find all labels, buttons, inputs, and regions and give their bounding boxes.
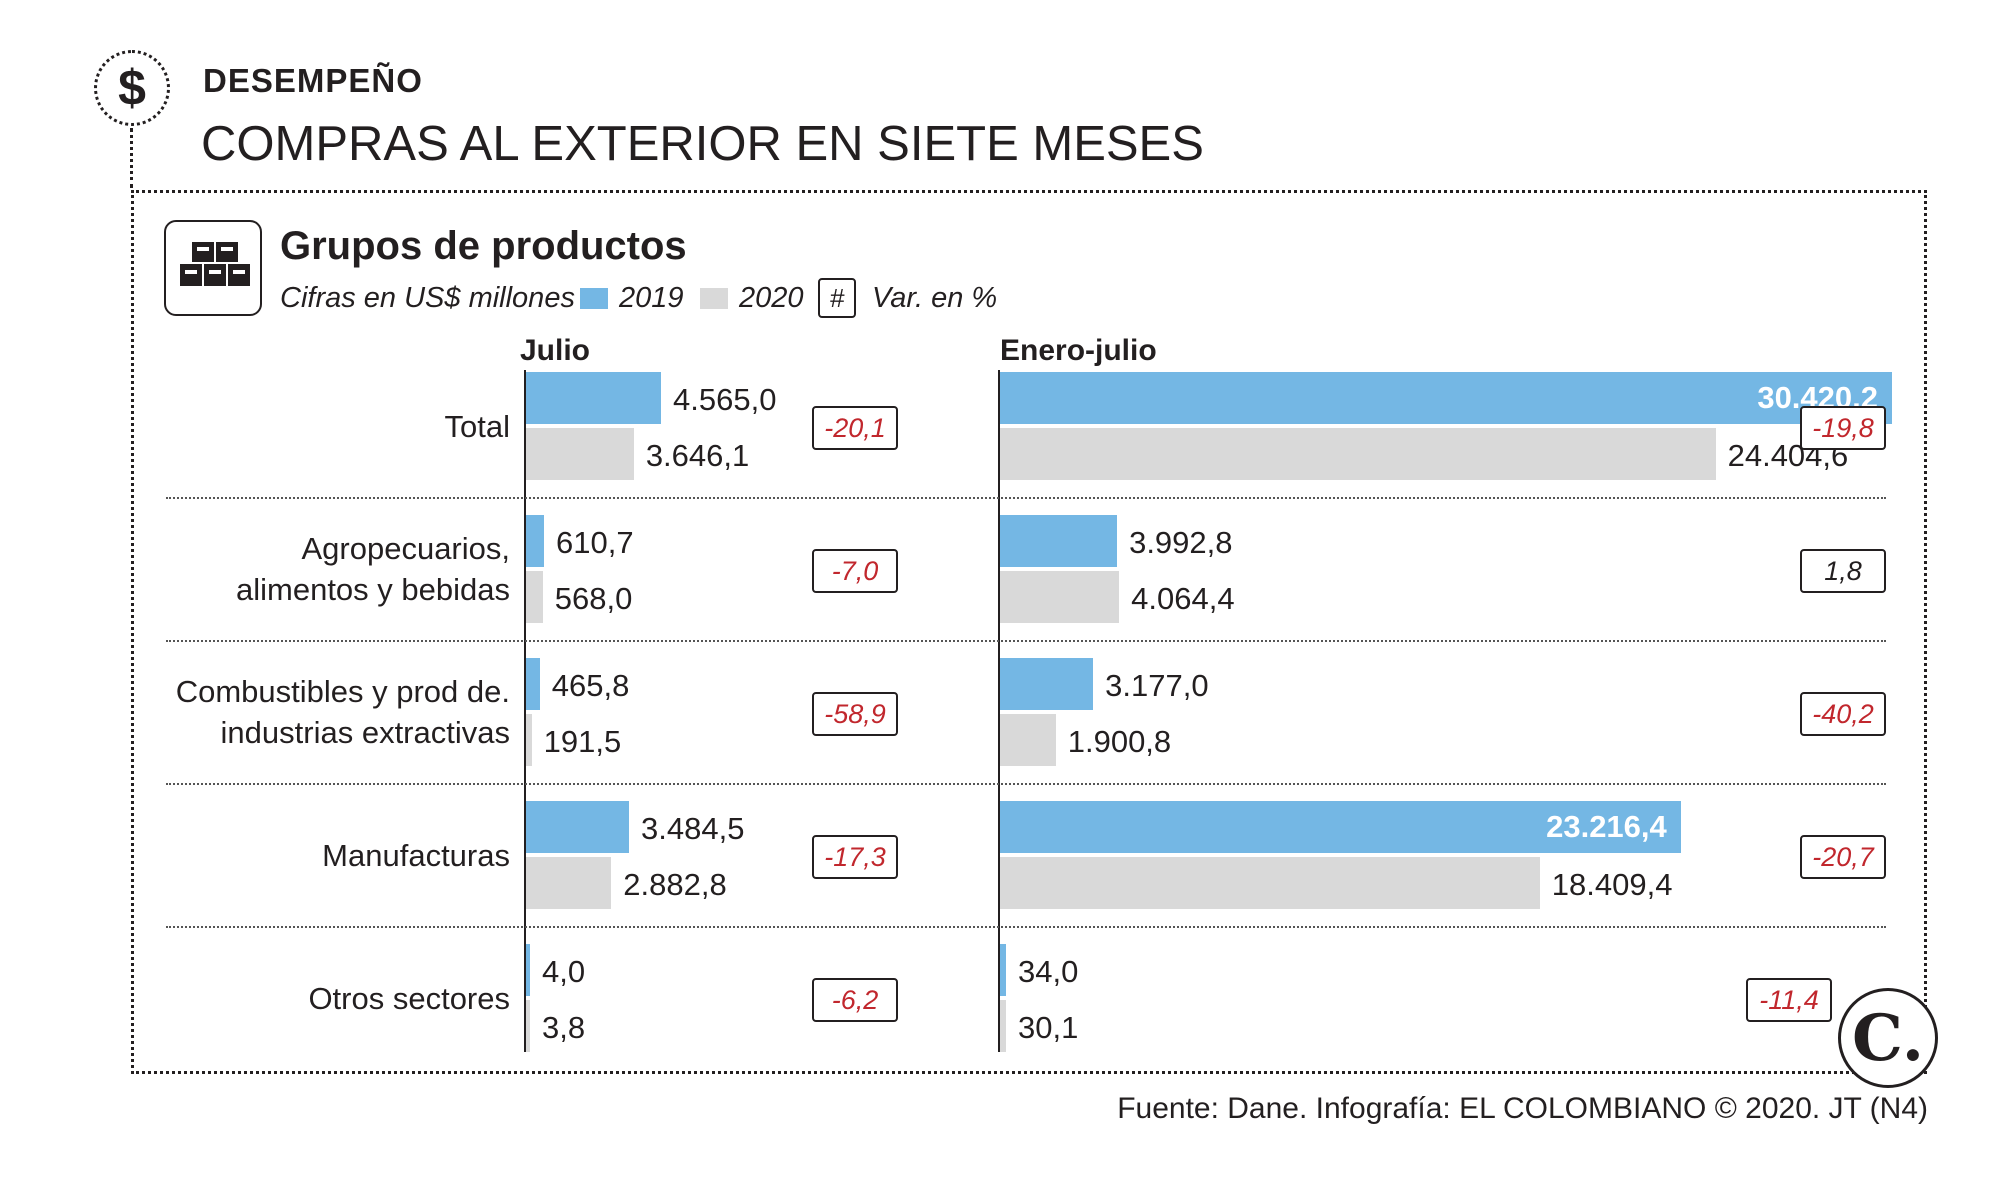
category-label: Total	[444, 408, 510, 444]
legend-label-2019: 2019	[619, 282, 684, 314]
value-label: 465,8	[551, 668, 630, 703]
bar-2020	[1000, 714, 1056, 766]
legend-swatch-2020	[700, 288, 728, 309]
chart-title: Grupos de productos	[280, 224, 687, 268]
value-label: 191,5	[543, 724, 622, 759]
bar-2019	[526, 515, 545, 567]
row-separator	[166, 926, 1886, 928]
bar-2020	[526, 857, 612, 909]
value-label: 3,8	[542, 1010, 586, 1045]
source-credit: Fuente: Dane. Infografía: EL COLOMBIANO …	[1117, 1092, 1928, 1125]
variation-box: -58,9	[812, 692, 898, 736]
axis-line-enero-julio	[998, 370, 1000, 1052]
bar-2019	[526, 801, 630, 853]
legend-label-2020: 2020	[739, 282, 804, 314]
value-label: 610,7	[556, 525, 634, 560]
value-label: 1.900,8	[1067, 724, 1172, 759]
variation-box: 1,8	[1800, 549, 1886, 593]
chart-frame	[131, 190, 1927, 1074]
value-label: 4.565,0	[673, 382, 777, 417]
variation-symbol-box: #	[818, 278, 856, 318]
dollar-icon: $	[94, 50, 170, 126]
legend-swatch-2019	[580, 288, 608, 309]
bar-2020	[526, 428, 634, 480]
bar-2020	[526, 1000, 530, 1052]
category-label: Combustibles y prod de.	[175, 674, 510, 709]
category-label: alimentos y bebidas	[236, 572, 510, 607]
value-label: 34,0	[1018, 954, 1079, 989]
value-label: 3.484,5	[641, 811, 745, 846]
el-colombiano-logo: C.	[1838, 988, 1938, 1088]
variation-box: -20,7	[1800, 835, 1886, 879]
panel-header-julio: Julio	[520, 334, 591, 367]
value-label: 3.177,0	[1105, 668, 1209, 703]
section-label: DESEMPEÑO	[203, 62, 423, 99]
bar-2019	[526, 944, 530, 996]
chart-subtitle: Cifras en US$ millones	[280, 282, 575, 314]
variation-box: -6,2	[812, 978, 898, 1022]
category-label: industrias extractivas	[220, 715, 510, 750]
bar-2019	[526, 658, 540, 710]
value-label: 4.064,4	[1131, 581, 1235, 616]
row-separator	[166, 640, 1886, 642]
panel-header-enero-julio: Enero-julio	[1000, 334, 1157, 367]
bar-2020	[526, 571, 543, 623]
bar-2019	[1000, 944, 1006, 996]
variation-box: -17,3	[812, 835, 898, 879]
value-label: 4,0	[542, 954, 586, 989]
category-label: Manufacturas	[322, 837, 510, 873]
axis-line-julio	[524, 370, 526, 1052]
variation-box: -11,4	[1746, 978, 1832, 1022]
bar-2019	[1000, 515, 1118, 567]
row-separator	[166, 497, 1886, 499]
variation-legend-label: Var. en %	[872, 282, 998, 314]
variation-box: -7,0	[812, 549, 898, 593]
value-label: 2.882,8	[623, 867, 727, 902]
variation-box: -40,2	[1800, 692, 1886, 736]
bar-2020	[1000, 428, 1716, 480]
bar-2019	[1000, 372, 1892, 424]
value-label: 23.216,4	[1546, 809, 1667, 844]
value-label: 3.992,8	[1129, 525, 1233, 560]
category-label: Otros sectores	[308, 980, 510, 1016]
value-label: 568,0	[554, 581, 633, 616]
row-separator	[166, 783, 1886, 785]
category-label: Agropecuarios,	[301, 531, 510, 566]
value-label: 18.409,4	[1551, 867, 1673, 902]
variation-box: -20,1	[812, 406, 898, 450]
page-title: COMPRAS AL EXTERIOR EN SIETE MESES	[201, 117, 1204, 171]
bar-2020	[1000, 571, 1120, 623]
bar-2019	[1000, 658, 1094, 710]
bar-2020	[1000, 1000, 1006, 1052]
variation-box: -19,8	[1800, 406, 1886, 450]
value-label: 30,1	[1018, 1010, 1079, 1045]
bar-2020	[526, 714, 532, 766]
bar-2019	[526, 372, 661, 424]
boxes-icon	[164, 220, 262, 316]
bar-2019	[1000, 801, 1681, 853]
connector-line	[130, 128, 133, 188]
bar-2020	[1000, 857, 1540, 909]
value-label: 3.646,1	[645, 438, 750, 473]
